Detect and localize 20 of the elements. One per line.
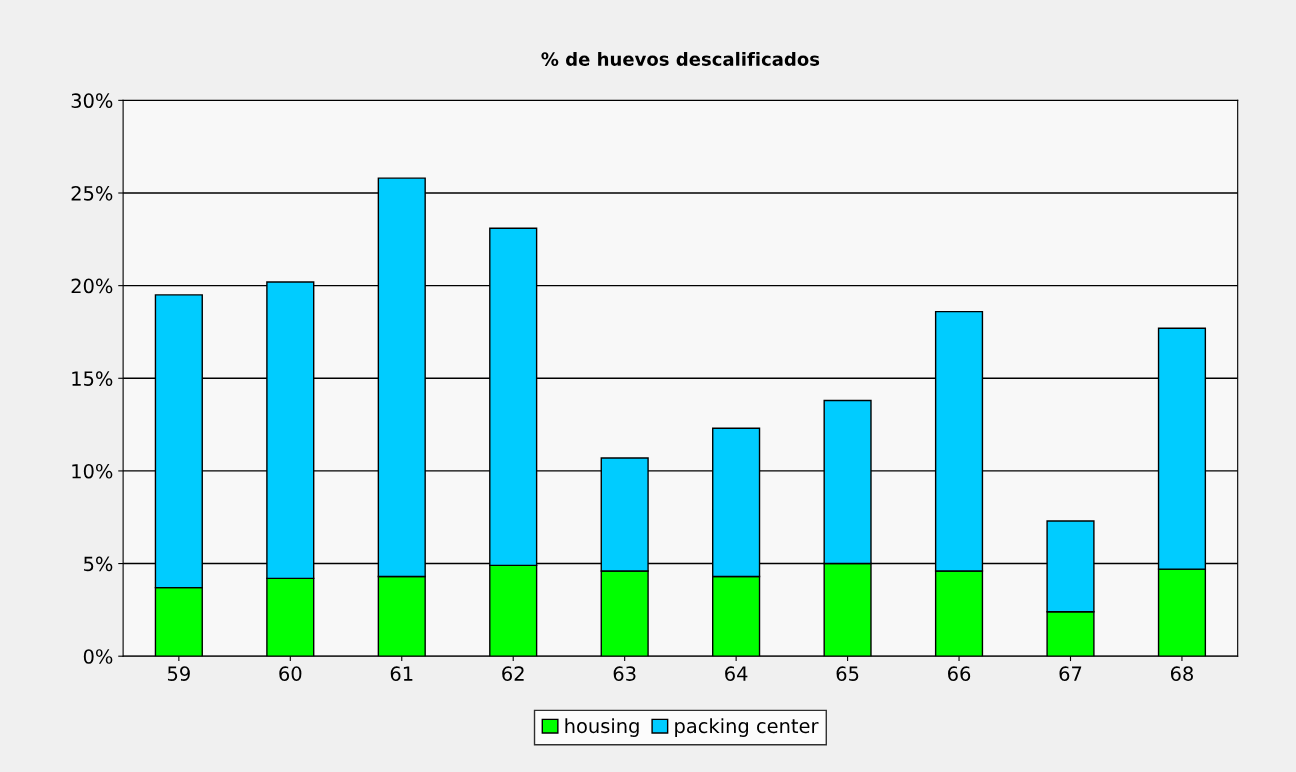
x-tick-label: 62 [502, 666, 524, 681]
y-tick-label: 0% [83, 649, 113, 664]
x-tick-label: 61 [390, 666, 413, 681]
y-tick-label: 10% [72, 463, 113, 479]
y-tick-label: 15% [72, 371, 113, 386]
x-tick-label: 60 [279, 666, 302, 681]
x-tick-label: 59 [167, 666, 190, 681]
x-tick-label: 66 [948, 666, 971, 681]
legend-label: housing [565, 718, 639, 737]
y-tick-label: 5% [84, 556, 113, 572]
x-tick-label: 65 [836, 666, 859, 681]
y-tick-label: 20% [71, 278, 113, 294]
legend-label: packing center [675, 718, 819, 737]
y-tick-label: 25% [71, 185, 113, 201]
x-tick-label: 63 [613, 666, 636, 681]
x-tick-label: 64 [725, 666, 748, 681]
y-tick-label: 30% [71, 93, 113, 109]
chart-title: % de huevos descalificados [541, 51, 820, 66]
x-tick-label: 67 [1059, 666, 1082, 681]
x-tick-label: 68 [1170, 666, 1193, 681]
